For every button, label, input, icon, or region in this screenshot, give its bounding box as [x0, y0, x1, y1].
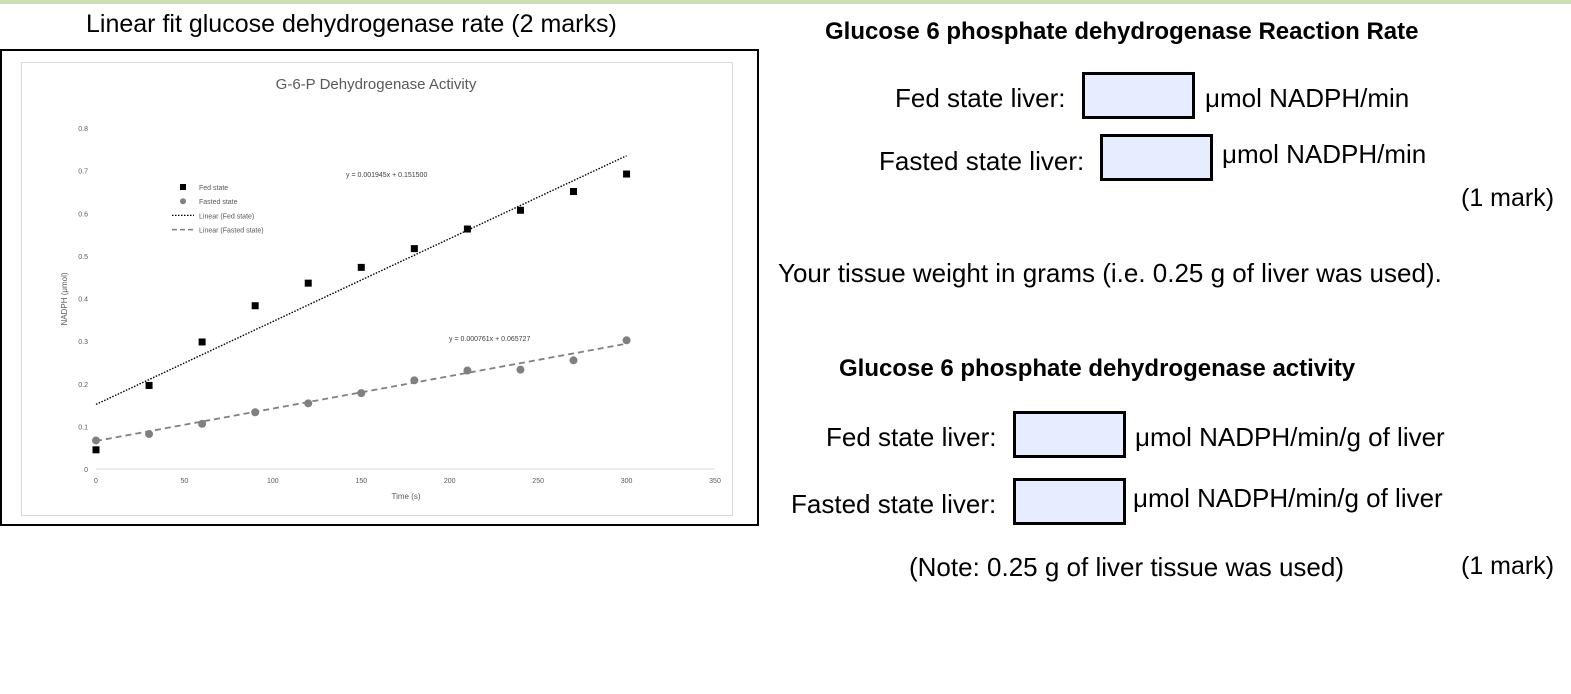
- fed-data-point: [623, 170, 631, 178]
- activity-fasted-input-box[interactable]: [1013, 478, 1126, 525]
- fed-data-point: [357, 263, 365, 271]
- fed-trendline-equation: y = 0.001945x + 0.151500: [346, 172, 427, 179]
- y-tick-label: 0.5: [78, 254, 88, 261]
- y-tick-label: 0: [84, 467, 88, 474]
- y-tick-label: 0.4: [78, 297, 88, 304]
- fed-data-point: [198, 338, 206, 346]
- fed-trendline: [95, 155, 627, 406]
- rate-fasted-unit: μmol NADPH/min: [1222, 139, 1427, 169]
- fasted-data-point: [516, 365, 525, 374]
- fed-data-point: [570, 188, 578, 196]
- reaction-rate-heading: Glucose 6 phosphate dehydrogenase Reacti…: [825, 18, 1419, 45]
- fasted-data-point: [357, 389, 366, 398]
- x-tick-label: 250: [532, 478, 544, 485]
- fed-data-point: [410, 245, 418, 253]
- x-axis-label: Time (s): [391, 492, 420, 501]
- rate-fasted-input-box[interactable]: [1100, 134, 1213, 181]
- activity-fasted-label: Fasted state liver:: [791, 489, 997, 519]
- fasted-data-point: [569, 356, 578, 365]
- fed-data-point: [251, 302, 259, 310]
- top-accent-strip: [0, 0, 1571, 4]
- fasted-data-point: [463, 366, 472, 375]
- legend-label: Linear (Fed state): [199, 213, 254, 220]
- chart-svg: G-6-P Dehydrogenase Activity NADPH (μmol…: [60, 76, 721, 501]
- fed-data-point: [304, 279, 312, 287]
- activity-heading: Glucose 6 phosphate dehydrogenase activi…: [839, 355, 1356, 382]
- chart-marks: 0 0.1 0.2 0.3 0.4 0.5 0.6 0.7 0.8 0 50 100 150 200 250…: [78, 126, 721, 485]
- y-tick-label: 0.6: [78, 211, 88, 218]
- x-tick-label: 300: [621, 478, 633, 485]
- x-tick-label: 150: [355, 478, 367, 485]
- activity-fed-input[interactable]: [1016, 414, 1123, 455]
- chart-area: G-6-P Dehydrogenase Activity NADPH (μmol…: [21, 62, 733, 516]
- fasted-trendline-equation: y = 0.000761x + 0.065727: [449, 336, 530, 343]
- y-tick-label: 0.1: [78, 424, 88, 431]
- fed-data-point: [463, 225, 471, 233]
- legend-label: Fasted state: [199, 199, 238, 206]
- rate-fed-unit: μmol NADPH/min: [1205, 83, 1410, 113]
- activity-fed-label: Fed state liver:: [826, 422, 997, 452]
- chart-title: G-6-P Dehydrogenase Activity: [276, 76, 477, 93]
- fed-data-point: [516, 206, 524, 214]
- fasted-data-point: [251, 408, 260, 417]
- y-axis-label: NADPH (μmol): [60, 272, 69, 325]
- fasted-data-point: [410, 376, 419, 385]
- y-tick-label: 0.2: [78, 382, 88, 389]
- tissue-weight-text: Your tissue weight in grams (i.e. 0.25 g…: [778, 258, 1442, 288]
- legend-label: Linear (Fasted state): [199, 228, 264, 235]
- y-tick-label: 0.7: [78, 169, 88, 176]
- rate-fed-input[interactable]: [1085, 75, 1192, 116]
- x-tick-label: 350: [709, 478, 721, 485]
- rate-marks: (1 mark): [1461, 184, 1555, 212]
- activity-fasted-unit: μmol NADPH/min/g of liver: [1133, 483, 1443, 513]
- fasted-data-point: [145, 430, 154, 439]
- fed-data-point: [92, 446, 100, 454]
- activity-fasted-input[interactable]: [1016, 481, 1123, 522]
- x-tick-label: 50: [181, 478, 189, 485]
- tissue-note: (Note: 0.25 g of liver tissue was used): [909, 552, 1344, 582]
- activity-marks: (1 mark): [1461, 552, 1555, 580]
- fasted-data-point: [304, 399, 313, 408]
- fasted-data-point: [622, 336, 631, 345]
- x-tick-label: 100: [267, 478, 279, 485]
- y-tick-label: 0.8: [78, 126, 88, 133]
- y-tick-label: 0.3: [78, 339, 88, 346]
- activity-fed-input-box[interactable]: [1013, 411, 1126, 458]
- activity-fed-unit: μmol NADPH/min/g of liver: [1135, 422, 1445, 452]
- legend-fed-marker: [180, 184, 186, 190]
- x-tick-label: 0: [94, 478, 98, 485]
- rate-fed-input-box[interactable]: [1082, 72, 1195, 119]
- fasted-data-point: [92, 436, 100, 445]
- fasted-data-point: [198, 419, 207, 428]
- fed-data-point: [145, 381, 153, 389]
- chart-frame: G-6-P Dehydrogenase Activity NADPH (μmol…: [0, 49, 759, 526]
- rate-fed-label: Fed state liver:: [895, 83, 1066, 113]
- legend-fasted-marker: [180, 198, 186, 205]
- legend-label: Fed state: [199, 185, 228, 192]
- rate-fasted-label: Fasted state liver:: [879, 146, 1085, 176]
- rate-fasted-input[interactable]: [1103, 137, 1210, 178]
- x-tick-label: 200: [444, 478, 456, 485]
- chart-section-heading: Linear fit glucose dehydrogenase rate (2…: [86, 10, 617, 38]
